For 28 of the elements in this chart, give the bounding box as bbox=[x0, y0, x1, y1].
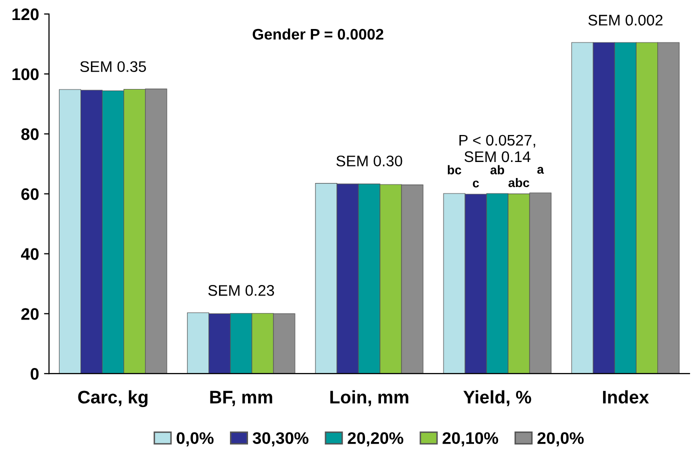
y-tick-label: 100 bbox=[12, 68, 39, 80]
legend-label: 0,0% bbox=[176, 432, 214, 446]
x-tick-label: Carc, kg bbox=[78, 390, 148, 408]
y-tick-label: 20 bbox=[21, 308, 39, 320]
x-tick-label: Index bbox=[603, 390, 649, 404]
y-tick-label: 40 bbox=[20, 248, 39, 260]
annotation: SEM 0.002 bbox=[588, 14, 662, 26]
data-label: abc bbox=[508, 178, 530, 188]
data-label: bc bbox=[448, 165, 462, 174]
legend-label: 20,10% bbox=[442, 432, 498, 446]
legend-label: 20,20% bbox=[348, 432, 404, 446]
y-tick-label: 0 bbox=[30, 368, 39, 380]
legend-label: 20,0% bbox=[537, 432, 584, 446]
annotation: Gender P = 0.0002 bbox=[252, 28, 384, 40]
annotation: SEM 0.23 bbox=[208, 285, 274, 296]
y-tick-label: 80 bbox=[21, 128, 39, 140]
x-tick-label: BF, mm bbox=[210, 390, 272, 406]
y-tick-label: 60 bbox=[21, 188, 39, 200]
legend-label: 30,30% bbox=[252, 432, 308, 446]
annotation: SEM 0.35 bbox=[80, 61, 146, 72]
x-tick-label: Loin, mm bbox=[330, 390, 408, 406]
data-label: ab bbox=[490, 165, 504, 174]
annotation: SEM 0.30 bbox=[336, 156, 402, 166]
x-tick-label: Yield, % bbox=[463, 390, 532, 406]
y-tick-label: 120 bbox=[12, 8, 39, 20]
data-label: a bbox=[537, 166, 544, 174]
annotation: P < 0.0527, SEM 0.14 bbox=[459, 134, 536, 162]
data-label: c bbox=[472, 180, 479, 188]
